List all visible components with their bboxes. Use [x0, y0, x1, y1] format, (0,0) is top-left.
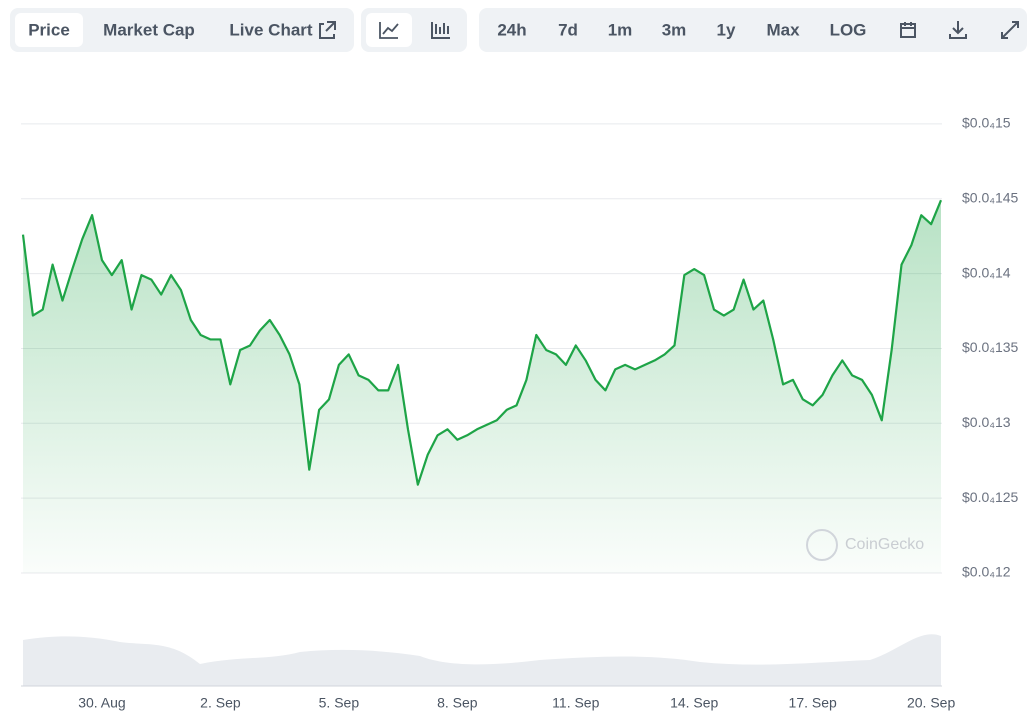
tab[interactable]: Live Chart	[229, 20, 312, 39]
download-icon[interactable]	[949, 21, 967, 39]
y-tick-label: $0.0₄14	[962, 264, 1011, 280]
line-type-button[interactable]	[366, 13, 412, 47]
external-icon	[319, 21, 336, 39]
tab[interactable]: Price	[28, 20, 70, 39]
range[interactable]: LOG	[830, 20, 867, 39]
line-icon	[379, 22, 399, 39]
range[interactable]: 24h	[497, 20, 526, 39]
y-tick-label: $0.0₄12	[962, 564, 1011, 580]
range[interactable]: Max	[766, 20, 800, 39]
y-tick-label: $0.0₄13	[962, 414, 1011, 430]
volume-area	[23, 634, 941, 686]
x-tick-label: 20. Sep	[907, 695, 955, 711]
candle-icon[interactable]	[431, 22, 450, 39]
tab[interactable]: Market Cap	[103, 20, 195, 39]
range[interactable]: 1y	[717, 20, 736, 39]
x-tick-label: 14. Sep	[670, 695, 718, 711]
x-tick-label: 8. Sep	[437, 695, 478, 711]
range[interactable]: 1m	[608, 20, 633, 39]
tab-group	[10, 8, 354, 52]
watermark: CoinGecko	[845, 536, 924, 553]
fullscreen-icon[interactable]	[1001, 21, 1019, 39]
x-tick-label: 11. Sep	[552, 695, 599, 711]
line	[21, 199, 943, 486]
x-tick-label: 30. Aug	[78, 695, 126, 711]
active-tab[interactable]	[15, 13, 83, 47]
x-tick-label: 5. Sep	[319, 695, 360, 711]
range[interactable]: 3m	[662, 20, 687, 39]
y-tick-label: $0.0₄15	[962, 115, 1011, 131]
calendar-icon[interactable]	[900, 22, 916, 38]
x-tick-label: 17. Sep	[789, 695, 837, 711]
x-tick-label: 2. Sep	[200, 695, 241, 711]
logo	[806, 529, 838, 561]
y-tick-label: $0.0₄125	[962, 489, 1019, 505]
range[interactable]: 7d	[558, 20, 578, 39]
y-tick-label: $0.0₄135	[962, 339, 1019, 355]
area	[23, 200, 941, 574]
range-group	[479, 8, 1027, 52]
y-tick-label: $0.0₄145	[962, 189, 1019, 205]
